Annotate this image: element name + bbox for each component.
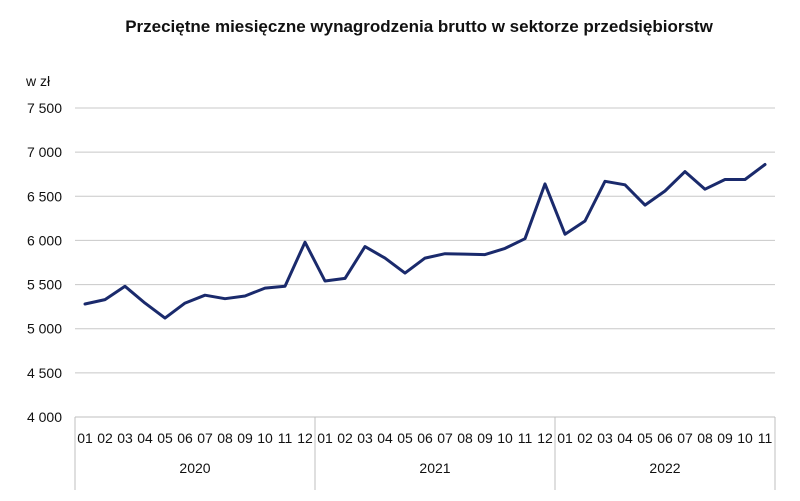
x-tick-label: 12 — [297, 430, 313, 446]
y-axis-label: w zł — [25, 73, 51, 89]
y-tick-label: 7 000 — [27, 144, 62, 160]
year-label: 2022 — [649, 460, 680, 476]
x-tick-label: 01 — [77, 430, 93, 446]
x-tick-label: 03 — [597, 430, 613, 446]
x-tick-label: 12 — [537, 430, 553, 446]
x-tick-label: 10 — [497, 430, 513, 446]
y-tick-label: 5 000 — [27, 321, 62, 337]
y-tick-label: 4 000 — [27, 409, 62, 425]
x-tick-label: 05 — [637, 430, 653, 446]
chart-title: Przeciętne miesięczne wynagrodzenia brut… — [125, 17, 713, 36]
x-tick-label: 03 — [357, 430, 373, 446]
x-tick-label: 09 — [237, 430, 253, 446]
x-tick-label: 02 — [337, 430, 353, 446]
x-tick-label: 08 — [697, 430, 713, 446]
y-tick-label: 7 500 — [27, 100, 62, 116]
x-tick-label: 03 — [117, 430, 133, 446]
x-tick-label: 07 — [677, 430, 693, 446]
x-tick-label: 01 — [557, 430, 573, 446]
x-tick-label: 06 — [657, 430, 673, 446]
x-axis-year-groups: 2020 2021 2022 — [74, 417, 776, 490]
x-axis-ticks: 01 02 03 04 05 06 07 08 09 10 11 12 01 02 03 04 05 06 07 08… — [77, 430, 772, 446]
x-tick-label: 04 — [137, 430, 153, 446]
x-tick-label: 09 — [717, 430, 733, 446]
x-tick-label: 05 — [157, 430, 173, 446]
x-tick-label: 10 — [737, 430, 753, 446]
y-axis-ticks: 4 000 4 500 5 000 5 500 6 000 6 500 7 000 7 500 — [27, 100, 62, 425]
x-tick-label: 02 — [577, 430, 593, 446]
x-tick-label: 11 — [758, 430, 773, 446]
x-tick-label: 09 — [477, 430, 493, 446]
x-tick-label: 07 — [197, 430, 213, 446]
x-tick-label: 04 — [377, 430, 393, 446]
x-tick-label: 02 — [97, 430, 113, 446]
y-tick-label: 4 500 — [27, 365, 62, 381]
x-tick-label: 05 — [397, 430, 413, 446]
x-tick-label: 06 — [417, 430, 433, 446]
gridlines — [75, 107, 775, 374]
x-tick-label: 11 — [518, 430, 533, 446]
x-tick-label: 06 — [177, 430, 193, 446]
y-tick-label: 5 500 — [27, 277, 62, 293]
x-tick-label: 04 — [617, 430, 633, 446]
y-tick-label: 6 000 — [27, 232, 62, 248]
y-tick-label: 6 500 — [27, 188, 62, 204]
x-tick-label: 08 — [217, 430, 233, 446]
year-label: 2021 — [419, 460, 450, 476]
x-tick-label: 11 — [278, 430, 293, 446]
x-tick-label: 01 — [317, 430, 333, 446]
x-tick-label: 10 — [257, 430, 273, 446]
x-tick-label: 08 — [457, 430, 473, 446]
series-line — [83, 163, 767, 320]
year-label: 2020 — [179, 460, 210, 476]
x-tick-label: 07 — [437, 430, 453, 446]
series-layer — [83, 163, 767, 320]
